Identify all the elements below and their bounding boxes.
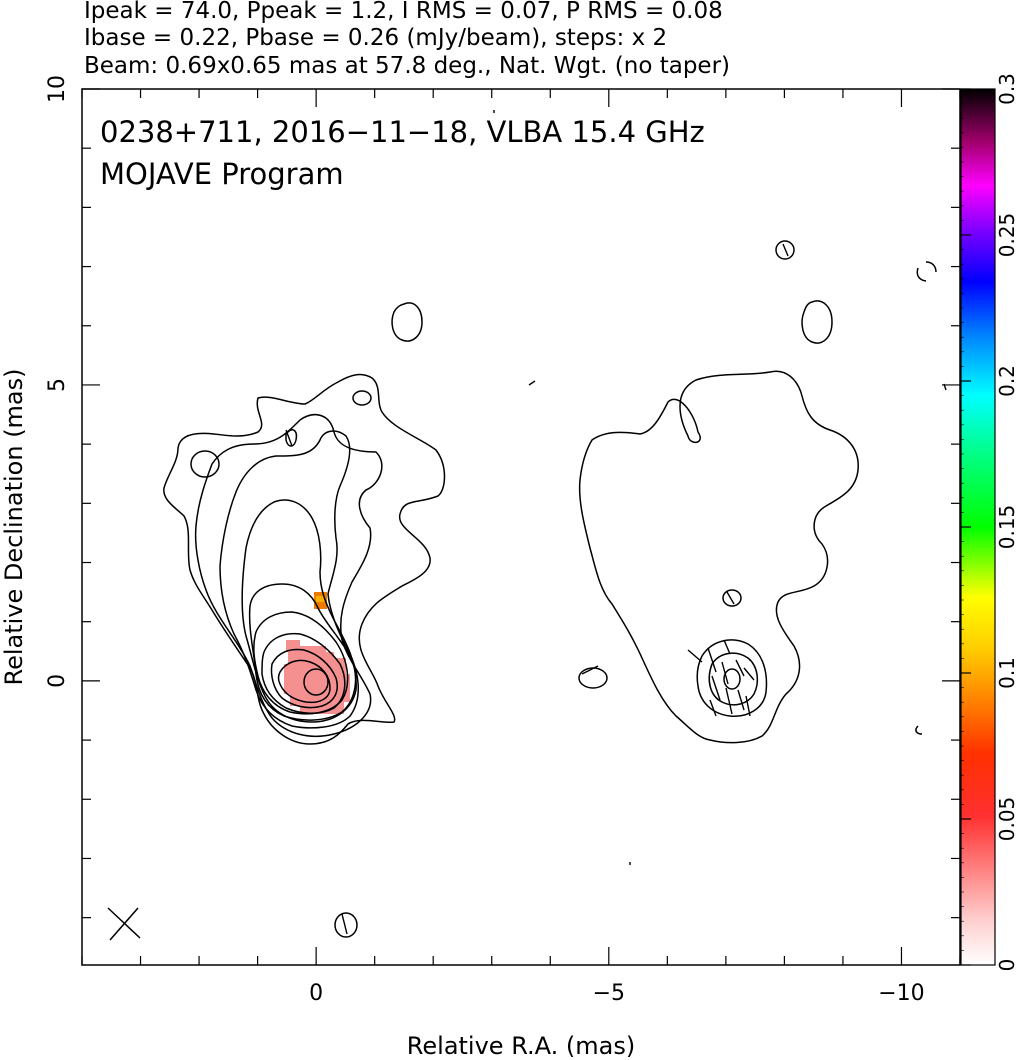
x-tick-label: −5 [593,981,625,1006]
y-axis-label: Relative Declination (mas) [0,368,28,685]
header-line-3: Beam: 0.69x0.65 mas at 57.8 deg., Nat. W… [84,53,730,79]
colorbar-tick-label: 0.2 [995,365,1019,397]
colorbar-tick-label: 0 [995,959,1019,972]
polarization-vectors [285,110,947,935]
y-tick-label: 5 [45,378,70,392]
beam-marker [107,907,141,941]
plot-annotation-line-2: MOJAVE Program [100,157,344,191]
colorbar-tick-label: 0.15 [995,505,1019,550]
plot-frame [81,88,961,966]
colorbar-tick-label: 0.25 [995,213,1019,258]
y-tick-label: 10 [45,75,70,103]
x-axis-label: Relative R.A. (mas) [407,1032,635,1060]
colorbar-ticks: 0 0.05 0.1 0.15 0.2 0.25 0.3 [961,73,1019,971]
header-line-1: Ipeak = 74.0, Ppeak = 1.2, I RMS = 0.07,… [84,0,723,24]
x-tick-label: 0 [309,981,323,1006]
colorbar-tick-label: 0.3 [995,73,1019,105]
colorbar-tick-label: 0.1 [995,657,1019,689]
colorbar-tick-label: 0.05 [995,797,1019,842]
axis-ticks: 0 −5 −10 0 5 10 [45,75,961,1006]
contours-core-region [163,302,446,938]
contours-secondary-region [578,240,937,744]
plot-annotation-line-1: 0238+711, 2016−11−18, VLBA 15.4 GHz [100,115,705,149]
x-tick-label: −10 [878,981,924,1006]
header-line-2: Ibase = 0.22, Pbase = 0.26 (mJy/beam), s… [84,25,667,51]
y-tick-label: 0 [45,674,70,688]
